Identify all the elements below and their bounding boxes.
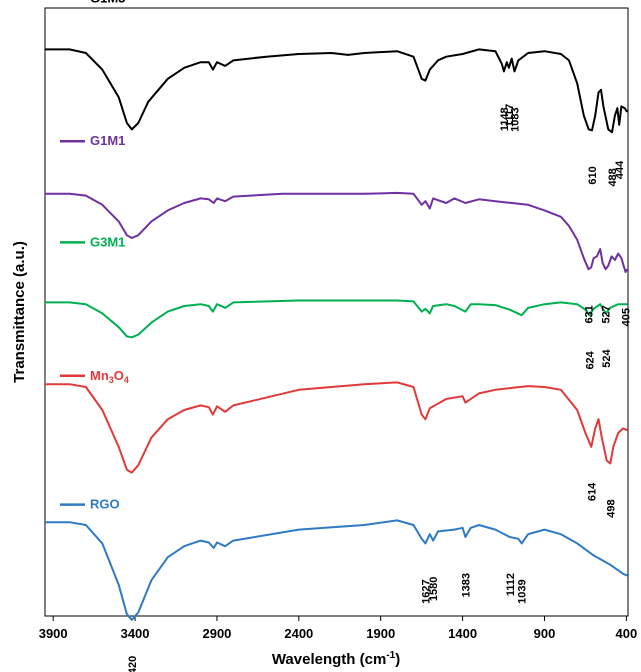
legend-label: G3M1: [90, 234, 125, 249]
x-axis-title-main: Wavelength (cm: [272, 651, 386, 668]
series-line-g1m3: [45, 48, 629, 134]
x-axis-title-close: ): [395, 651, 400, 668]
legend-entry: G1M1: [60, 133, 125, 148]
legend-label: RGO: [90, 497, 120, 512]
legend: G1M3 G1M1 G3M1 Mn3O4 RGO: [60, 0, 129, 512]
legend-label-part: RGO: [90, 497, 120, 512]
peak-label-524: 524: [601, 349, 613, 368]
peak-label-444: 444: [614, 160, 626, 179]
peak-label-1580: 1580: [428, 577, 440, 601]
legend-label-part: O: [114, 368, 124, 383]
legend-entry: RGO: [60, 497, 120, 512]
series-line-g1m1: [45, 191, 629, 273]
plot-frame: [44, 7, 629, 617]
x-tick-label: 2900: [202, 626, 231, 641]
x-tick-label: 400: [616, 626, 638, 641]
peak-label-498: 498: [605, 499, 617, 517]
peak-label-1083: 1083: [510, 107, 522, 131]
peak-label-1039: 1039: [517, 579, 529, 603]
x-tick-label: 3900: [39, 626, 68, 641]
x-axis-ticks: 3900 3400 2900 2400 1900 1400 900 400: [39, 616, 637, 641]
x-axis-title: Wavelength (cm-1): [272, 650, 400, 668]
legend-entry: G3M1: [60, 234, 125, 249]
legend-label: Mn3O4: [90, 368, 129, 385]
peak-label-1148: 1148: [499, 107, 511, 131]
series-line-g3m1: [45, 299, 628, 339]
peak-label-1112: 1112: [505, 573, 517, 596]
series-lines: [45, 48, 629, 621]
y-axis-title: Transmittance (a.u.): [11, 241, 28, 383]
x-tick-label: 3400: [121, 626, 150, 641]
x-axis-title-sup: -1: [386, 650, 395, 661]
legend-label-part: G1M3: [90, 0, 125, 6]
legend-label: G1M3: [90, 0, 125, 6]
peak-label-610: 610: [587, 166, 599, 184]
legend-entry: Mn3O4: [60, 368, 129, 385]
peak-label-631: 631: [584, 305, 596, 323]
x-tick-label: 900: [534, 626, 556, 641]
series-line-rgo: [45, 519, 628, 621]
legend-label-part: 4: [124, 375, 129, 385]
peak-label-488: 488: [607, 168, 619, 186]
x-tick-label: 1400: [448, 626, 477, 641]
peak-label-624: 624: [585, 350, 597, 369]
peak-label-3420: 3420: [127, 656, 139, 672]
legend-label-part: 3: [109, 375, 114, 385]
series-line-mn3o4: [45, 381, 628, 474]
legend-label-part: G3M1: [90, 234, 125, 249]
legend-label-part: G1M1: [90, 133, 125, 148]
peak-label-614: 614: [586, 482, 598, 501]
peak-label-1117: 1117: [504, 104, 516, 127]
legend-label-part: Mn: [90, 368, 109, 383]
legend-entry: G1M3: [90, 0, 125, 6]
peak-label-527: 527: [601, 305, 613, 323]
x-tick-label: 1900: [366, 626, 395, 641]
legend-label: G1M1: [90, 133, 125, 148]
x-tick-label: 2400: [284, 626, 313, 641]
peak-label-1627: 1627: [420, 579, 432, 603]
peak-label-405: 405: [621, 308, 633, 326]
peak-label-1383: 1383: [460, 573, 472, 597]
